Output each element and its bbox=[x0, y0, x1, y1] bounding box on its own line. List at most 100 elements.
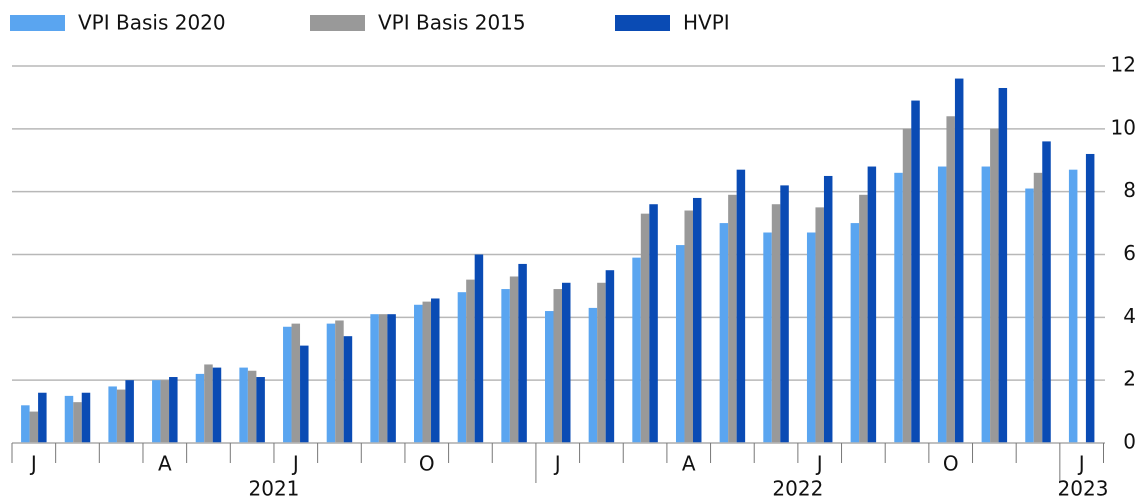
bar bbox=[894, 172, 903, 444]
x-tick-label: A bbox=[158, 452, 172, 476]
y-tick-label: 2 bbox=[1123, 367, 1136, 391]
bar bbox=[597, 282, 606, 443]
year-label: 2023 bbox=[1058, 477, 1109, 501]
legend-label: HVPI bbox=[683, 11, 730, 35]
bar bbox=[116, 389, 126, 443]
bar bbox=[247, 370, 257, 443]
bar bbox=[763, 232, 772, 443]
bar bbox=[1068, 169, 1078, 444]
bar bbox=[562, 282, 571, 443]
bar bbox=[823, 175, 833, 444]
bar bbox=[300, 345, 309, 443]
bar bbox=[815, 207, 824, 443]
y-tick-label: 10 bbox=[1111, 115, 1136, 139]
bar bbox=[859, 194, 868, 443]
bar bbox=[867, 166, 877, 444]
bar bbox=[728, 194, 737, 443]
x-tick-label: O bbox=[943, 452, 959, 476]
bar bbox=[1025, 188, 1034, 443]
legend-label: VPI Basis 2015 bbox=[378, 11, 526, 35]
x-tick-label: J bbox=[553, 452, 561, 476]
bar bbox=[990, 128, 999, 444]
bar bbox=[719, 223, 729, 443]
bar bbox=[501, 289, 510, 443]
bar bbox=[21, 405, 30, 443]
y-tick-label: 12 bbox=[1111, 53, 1136, 77]
bar bbox=[326, 323, 336, 443]
bar bbox=[125, 380, 134, 443]
year-label: 2021 bbox=[249, 477, 300, 501]
bar bbox=[518, 263, 527, 443]
bar bbox=[684, 210, 693, 443]
bar bbox=[38, 392, 47, 443]
bar bbox=[29, 411, 39, 443]
x-tick-label: J bbox=[29, 452, 37, 476]
legend-swatch bbox=[10, 15, 65, 31]
bar bbox=[108, 386, 117, 443]
bar bbox=[553, 289, 562, 443]
bar bbox=[474, 254, 484, 443]
bar bbox=[152, 380, 161, 443]
bar bbox=[1033, 172, 1043, 444]
bar bbox=[64, 395, 74, 443]
bar bbox=[946, 116, 955, 444]
bar bbox=[335, 320, 344, 443]
bar bbox=[431, 298, 440, 443]
bar bbox=[675, 245, 685, 443]
bar bbox=[632, 257, 641, 443]
bar bbox=[937, 166, 947, 444]
bar bbox=[509, 276, 519, 443]
bar bbox=[160, 380, 170, 443]
bar bbox=[911, 100, 920, 443]
bar bbox=[414, 304, 423, 443]
bar bbox=[387, 314, 396, 443]
bar bbox=[283, 326, 292, 443]
bar bbox=[806, 232, 816, 443]
bar bbox=[457, 292, 467, 443]
bar bbox=[466, 279, 475, 443]
bar bbox=[998, 87, 1008, 443]
bar bbox=[736, 169, 746, 444]
bar bbox=[954, 78, 964, 444]
bar bbox=[212, 367, 222, 443]
bar bbox=[780, 185, 789, 443]
x-tick-label: J bbox=[291, 452, 299, 476]
bar bbox=[73, 402, 82, 443]
bar bbox=[370, 314, 379, 443]
bar bbox=[169, 377, 178, 443]
bar bbox=[81, 392, 91, 443]
bar bbox=[588, 307, 598, 443]
bar bbox=[545, 311, 554, 443]
legend-swatch bbox=[615, 15, 670, 31]
bar bbox=[256, 377, 265, 443]
bar bbox=[343, 336, 353, 443]
y-tick-label: 4 bbox=[1123, 304, 1136, 328]
bar bbox=[981, 166, 991, 444]
bar bbox=[1042, 141, 1051, 443]
bar bbox=[771, 204, 781, 443]
bar bbox=[195, 373, 205, 443]
year-label: 2022 bbox=[772, 477, 823, 501]
legend-swatch bbox=[310, 15, 365, 31]
y-tick-label: 8 bbox=[1123, 178, 1136, 202]
bar bbox=[378, 314, 388, 443]
bar bbox=[850, 223, 860, 443]
bar bbox=[204, 364, 213, 443]
bar bbox=[902, 128, 912, 444]
x-tick-label: J bbox=[815, 452, 823, 476]
bar bbox=[640, 213, 650, 443]
bar bbox=[239, 367, 248, 443]
y-tick-label: 0 bbox=[1123, 430, 1136, 454]
legend-label: VPI Basis 2020 bbox=[78, 11, 226, 35]
x-tick-label: O bbox=[419, 452, 435, 476]
bar bbox=[291, 323, 301, 443]
bar bbox=[1085, 153, 1095, 443]
x-tick-label: A bbox=[682, 452, 696, 476]
bar bbox=[649, 204, 658, 443]
x-tick-label: J bbox=[1077, 452, 1085, 476]
bar bbox=[692, 197, 702, 443]
bar bbox=[422, 301, 432, 443]
bar bbox=[605, 270, 615, 443]
y-tick-label: 6 bbox=[1123, 241, 1136, 265]
